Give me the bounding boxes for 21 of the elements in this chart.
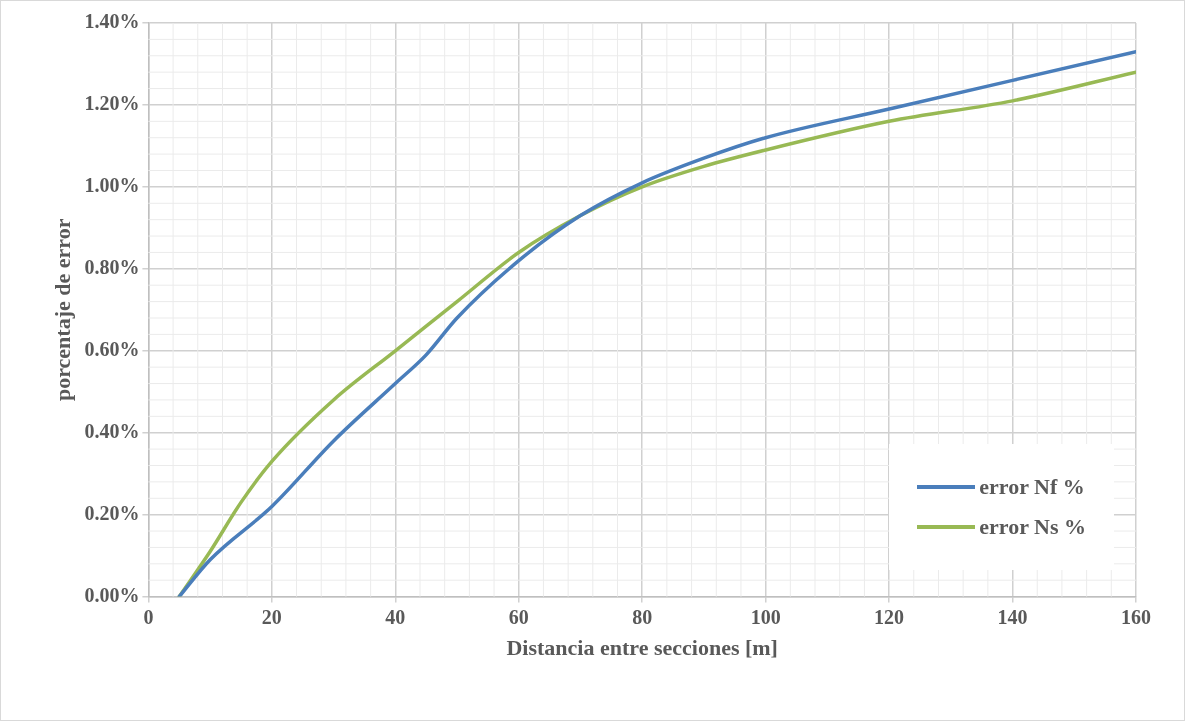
legend-label: error Ns % (979, 514, 1086, 540)
y-tick-label: 0.40% (84, 419, 140, 442)
legend-label: error Nf % (979, 474, 1085, 500)
x-tick-label: 100 (750, 605, 781, 628)
y-tick-label: 1.20% (84, 92, 140, 115)
x-tick-label: 120 (874, 605, 905, 628)
y-axis-title: porcentaje de error (49, 218, 75, 402)
x-tick-label: 140 (997, 605, 1028, 628)
y-tick-label: 0.80% (84, 256, 140, 278)
y-tick-label: 0.60% (84, 337, 140, 360)
x-tick-label: 160 (1121, 605, 1151, 628)
y-tick-label: 1.00% (84, 174, 140, 197)
x-tick-label: 80 (632, 605, 653, 628)
x-tick-label: 60 (508, 605, 529, 628)
x-axis-title: Distancia entre secciones [m] (506, 635, 778, 661)
y-tick-label: 0.00% (84, 583, 140, 606)
y-tick-label: 1.40% (84, 10, 140, 33)
x-tick-label: 20 (261, 605, 282, 628)
x-tick-label: 0 (143, 605, 154, 628)
y-tick-label: 0.20% (84, 501, 140, 524)
x-tick-label: 40 (385, 605, 406, 628)
